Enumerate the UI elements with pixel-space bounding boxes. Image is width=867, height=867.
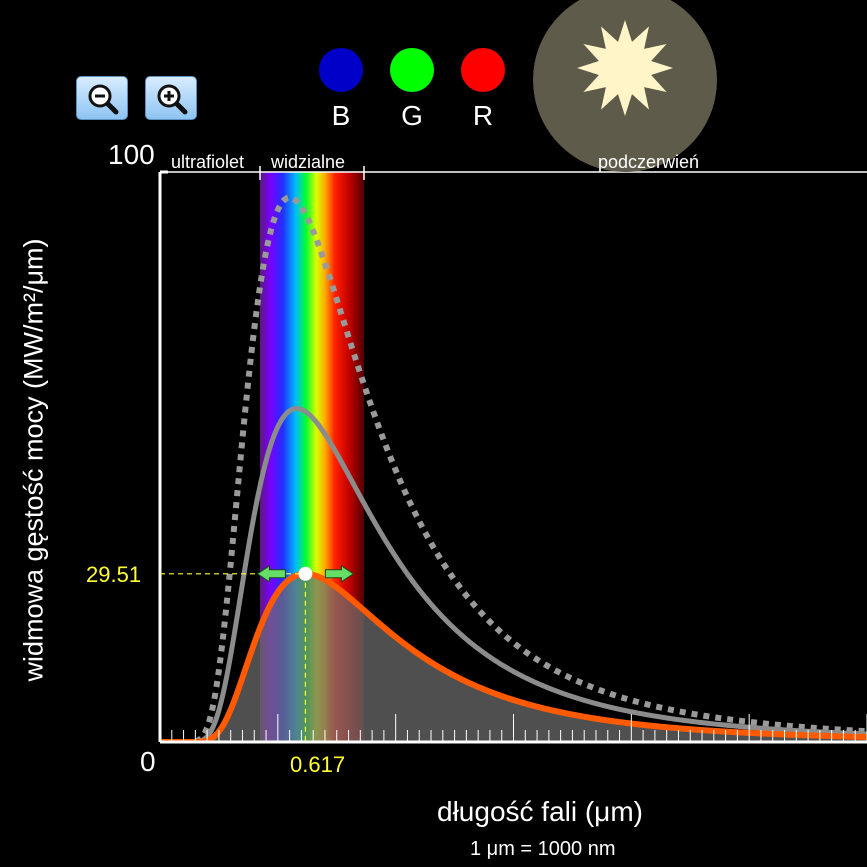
left-arrow-icon [256,564,286,583]
star-icon [577,20,673,116]
y-tick-zero: 0 [140,746,156,777]
band-label-visible: widzialne [271,152,346,172]
green-filter-label: G [401,100,423,131]
y-tick-max: 100 [108,139,155,170]
zoom-out-button[interactable] [76,76,128,120]
green-filter-dot[interactable] [390,48,434,92]
star-shape [577,20,673,116]
blue-filter-dot[interactable] [319,48,363,92]
area-under-curve [160,573,867,742]
red-filter-label: R [472,100,494,131]
star-color-preview[interactable] [533,0,717,172]
right-arrow-icon [324,564,355,583]
zoom-in-button[interactable] [145,76,197,120]
peak-value-readout: 29.51 [86,562,142,587]
band-label-ir: podczerwień [598,152,700,172]
blue-filter-label: B [331,100,351,131]
zoom-in-icon [157,84,188,115]
band-label-uv: ultrafiolet [171,152,245,172]
peak-wavelength-readout: 0.617 [290,752,346,777]
x-axis-label: długość fali (μm) [437,796,643,827]
peak-drag-handle [298,566,313,581]
spectrum-curve-1 [160,194,867,742]
x-axis-unit-note: 1 μm = 1000 nm [470,838,616,860]
zoom-out-icon [88,84,119,115]
red-filter-dot[interactable] [461,48,505,92]
y-axis-label: widmowa gęstość mocy (MW/m²/μm) [18,238,49,682]
